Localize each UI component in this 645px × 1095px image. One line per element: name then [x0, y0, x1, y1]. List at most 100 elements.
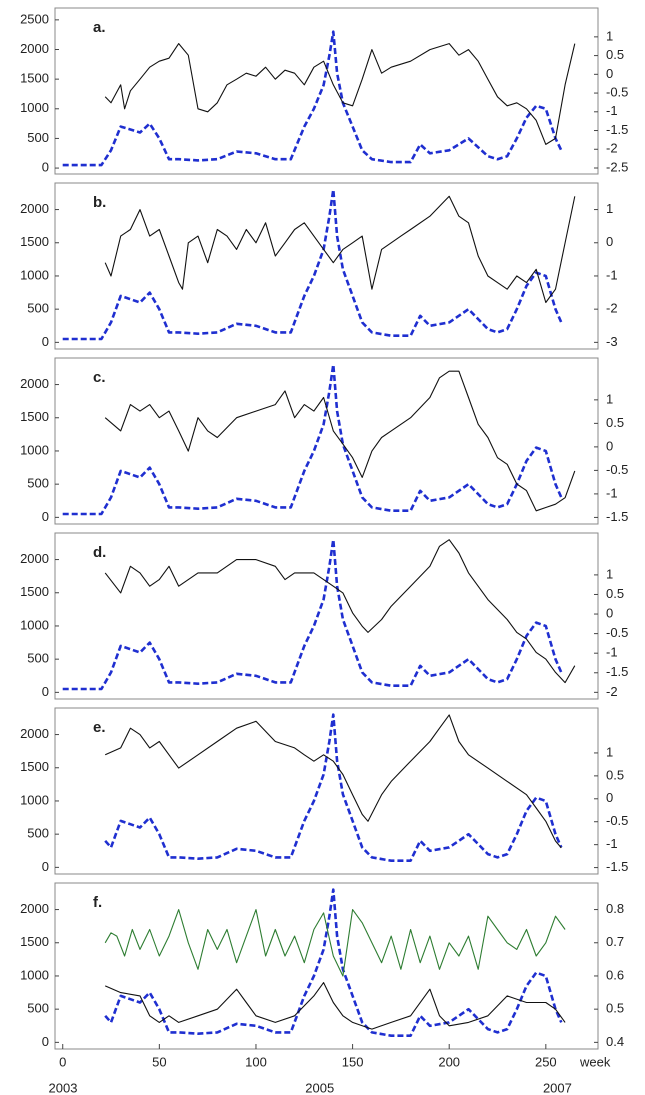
panel-label: a.	[93, 19, 106, 36]
y-tick-label: 1500	[20, 584, 49, 599]
panel-frame	[54, 532, 599, 700]
y-tick-label: 500	[27, 651, 49, 666]
y2-tick-label: -0.5	[606, 625, 628, 640]
y2-tick-label: 0.5	[606, 47, 624, 62]
y-tick-label: 0	[42, 1034, 49, 1049]
series-line	[62, 30, 563, 167]
y2-tick-label: 1	[606, 566, 613, 581]
y-tick-label: 0	[42, 160, 49, 175]
series-line	[62, 188, 563, 341]
y-tick-label: 0	[42, 859, 49, 874]
y-tick-label: 1500	[20, 71, 49, 86]
y2-tick-label: -0.5	[606, 462, 628, 477]
y2-tick-label: -1	[606, 645, 618, 660]
y2-tick-label: -2.5	[606, 159, 628, 174]
y2-tick-label: 0.8	[606, 901, 624, 916]
series-line	[104, 982, 566, 1030]
y2-tick-label: 1	[606, 28, 613, 43]
y-tick-label: 1500	[20, 759, 49, 774]
y-tick-label: 500	[27, 826, 49, 841]
y-tick-label: 0	[42, 334, 49, 349]
y2-tick-label: 0.5	[606, 767, 624, 782]
y2-tick-label: -1.5	[606, 859, 628, 874]
panel-label: e.	[93, 719, 106, 736]
series-line	[104, 43, 576, 145]
y2-tick-label: -2	[606, 301, 618, 316]
y2-tick-label: 0	[606, 790, 613, 805]
y-tick-label: 1000	[20, 967, 49, 982]
y-tick-label: 500	[27, 476, 49, 491]
x-tick-label: 200	[438, 1054, 460, 1069]
x-tick-label: 150	[342, 1054, 364, 1069]
y2-tick-label: -1.5	[606, 664, 628, 679]
y2-tick-label: -1.5	[606, 509, 628, 524]
y2-tick-label: -2	[606, 141, 618, 156]
series-line	[62, 363, 563, 516]
y2-tick-label: -2	[606, 684, 618, 699]
y2-tick-label: 0.5	[606, 586, 624, 601]
series-line	[62, 538, 563, 691]
year-annotation: 2003	[49, 1080, 78, 1095]
y-tick-label: 500	[27, 1001, 49, 1016]
series-line	[104, 909, 566, 977]
y-tick-label: 0	[42, 684, 49, 699]
y2-tick-label: 0	[606, 605, 613, 620]
y2-tick-label: -0.5	[606, 813, 628, 828]
x-tick-label: 50	[152, 1054, 166, 1069]
panel-frame	[54, 707, 599, 875]
y2-tick-label: 0	[606, 234, 613, 249]
y2-tick-label: -1.5	[606, 122, 628, 137]
y-tick-label: 1000	[20, 267, 49, 282]
y2-tick-label: -1	[606, 485, 618, 500]
panel-frame	[54, 882, 599, 1050]
y-tick-label: 2000	[20, 551, 49, 566]
y2-tick-label: 0.5	[606, 1001, 624, 1016]
y-tick-label: 2000	[20, 201, 49, 216]
y-tick-label: 500	[27, 301, 49, 316]
panel-label: d.	[93, 544, 106, 561]
y-tick-label: 1000	[20, 442, 49, 457]
panel-label: f.	[93, 894, 102, 911]
panel-label: b.	[93, 194, 106, 211]
y-tick-label: 1000	[20, 100, 49, 115]
series-line	[104, 888, 563, 1037]
y2-tick-label: 1	[606, 744, 613, 759]
series-line	[104, 714, 562, 849]
y-tick-label: 1000	[20, 792, 49, 807]
y-tick-label: 1500	[20, 409, 49, 424]
y2-tick-label: 0.5	[606, 415, 624, 430]
x-tick-label: 250	[535, 1054, 557, 1069]
x-tick-label: 0	[59, 1054, 66, 1069]
y-tick-label: 1000	[20, 617, 49, 632]
y2-tick-label: -1	[606, 267, 618, 282]
year-annotation: 2007	[543, 1080, 572, 1095]
y2-tick-label: -1	[606, 103, 618, 118]
y-tick-label: 1500	[20, 234, 49, 249]
y-tick-label: 2000	[20, 376, 49, 391]
y-tick-label: 2000	[20, 41, 49, 56]
series-line	[104, 539, 576, 684]
y2-tick-label: 1	[606, 201, 613, 216]
year-annotation: 2005	[305, 1080, 334, 1095]
y-tick-label: 2000	[20, 726, 49, 741]
panel-frame	[54, 7, 599, 175]
x-tick-label: 100	[245, 1054, 267, 1069]
panel-label: c.	[93, 369, 106, 386]
y2-tick-label: 0	[606, 66, 613, 81]
y-tick-label: 1500	[20, 934, 49, 949]
y-tick-label: 0	[42, 509, 49, 524]
series-line	[104, 370, 576, 512]
y-tick-label: 500	[27, 130, 49, 145]
y2-tick-label: 0	[606, 438, 613, 453]
y2-tick-label: 0.4	[606, 1034, 624, 1049]
panel-frame	[54, 182, 599, 350]
y2-tick-label: 0.7	[606, 934, 624, 949]
y2-tick-label: -0.5	[606, 84, 628, 99]
y2-tick-label: 0.6	[606, 967, 624, 982]
y2-tick-label: 1	[606, 391, 613, 406]
y2-tick-label: -3	[606, 334, 618, 349]
series-line	[104, 195, 576, 304]
x-axis-label: week	[579, 1054, 611, 1069]
y2-tick-label: -1	[606, 836, 618, 851]
